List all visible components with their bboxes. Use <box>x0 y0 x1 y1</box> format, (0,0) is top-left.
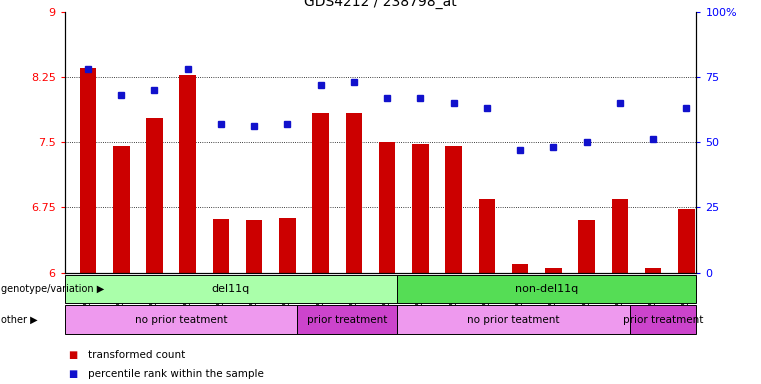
Bar <box>345 113 362 273</box>
Bar <box>545 268 562 273</box>
Text: transformed count: transformed count <box>88 350 185 360</box>
Bar <box>279 218 296 273</box>
Bar <box>212 218 229 273</box>
Bar <box>412 144 428 273</box>
Bar <box>512 264 528 273</box>
Text: genotype/variation ▶: genotype/variation ▶ <box>1 284 104 294</box>
Text: no prior teatment: no prior teatment <box>467 314 560 325</box>
Text: ■: ■ <box>68 350 78 360</box>
Bar <box>80 68 96 273</box>
Bar <box>65 305 298 334</box>
Text: non-del11q: non-del11q <box>515 284 578 294</box>
Text: prior treatment: prior treatment <box>307 314 387 325</box>
Bar <box>298 305 397 334</box>
Bar <box>578 220 595 273</box>
Title: GDS4212 / 238798_at: GDS4212 / 238798_at <box>304 0 457 9</box>
Bar <box>645 268 661 273</box>
Bar <box>612 199 628 273</box>
Bar <box>678 209 695 273</box>
Bar <box>397 305 630 334</box>
Text: other ▶: other ▶ <box>1 314 37 325</box>
Bar <box>180 75 196 273</box>
Text: prior treatment: prior treatment <box>623 314 703 325</box>
Text: ■: ■ <box>68 369 78 379</box>
Bar <box>397 275 696 303</box>
Text: no prior teatment: no prior teatment <box>135 314 228 325</box>
Bar <box>146 118 163 273</box>
Bar <box>113 146 129 273</box>
Text: del11q: del11q <box>212 284 250 294</box>
Bar <box>479 199 495 273</box>
Text: percentile rank within the sample: percentile rank within the sample <box>88 369 263 379</box>
Bar <box>379 142 396 273</box>
Bar <box>312 113 329 273</box>
Bar <box>65 275 397 303</box>
Bar <box>445 146 462 273</box>
Bar <box>630 305 696 334</box>
Bar <box>246 220 263 273</box>
